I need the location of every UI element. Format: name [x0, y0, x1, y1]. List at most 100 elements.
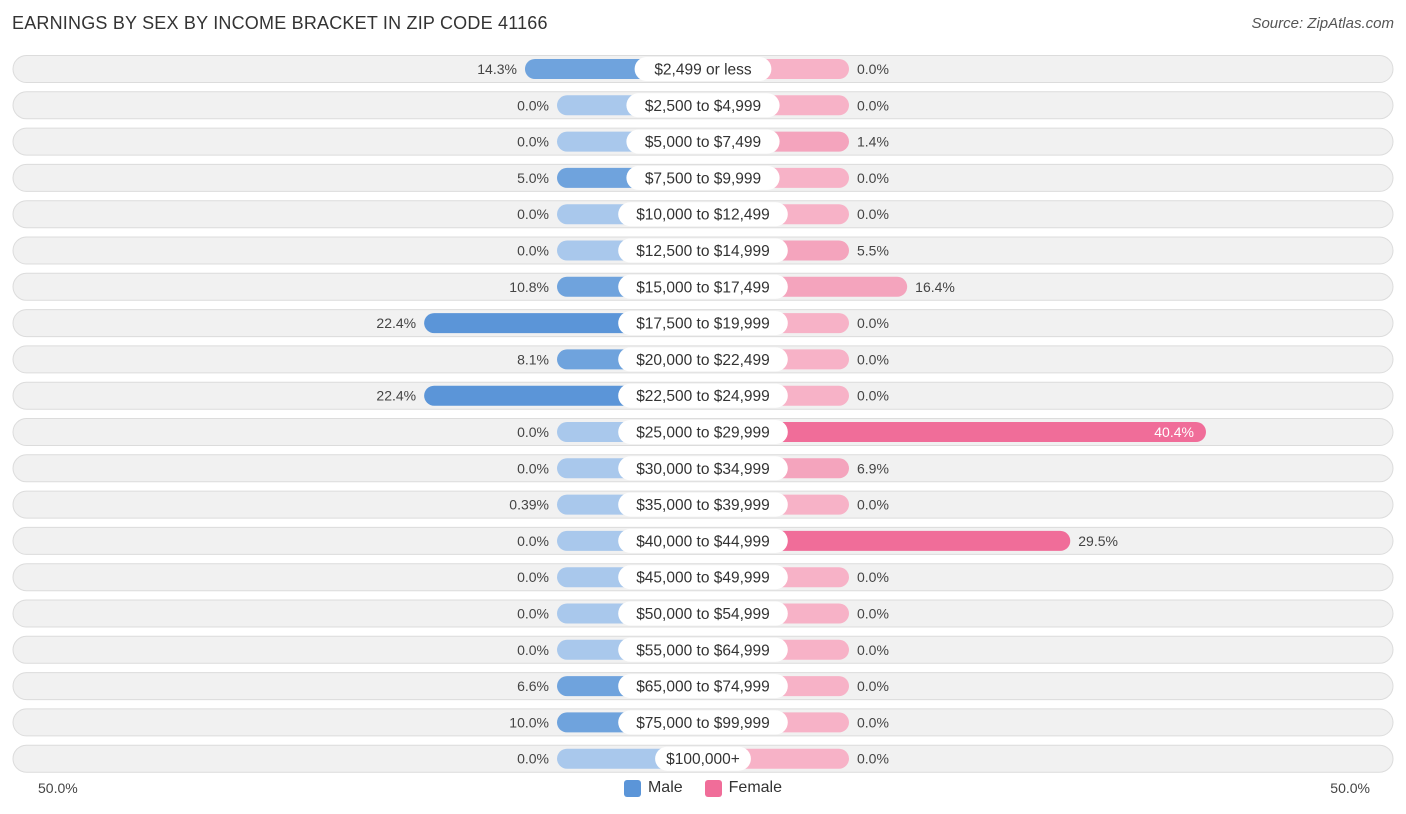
female-bar	[703, 530, 1071, 551]
male-value-label: 0.0%	[517, 533, 549, 549]
legend-item-female[interactable]: Female	[704, 779, 783, 797]
table-row: $75,000 to $99,999 10.0% 0.0%	[12, 708, 1394, 737]
category-label-background	[618, 238, 788, 263]
table-row: $2,499 or less 14.3% 0.0%	[12, 55, 1394, 83]
female-value-label: 40.4%	[1154, 424, 1194, 440]
table-row: $100,000+ 0.0% 0.0%	[12, 744, 1394, 773]
table-row: $5,000 to $7,499 0.0% 1.4%	[12, 127, 1394, 156]
male-value-label: 6.6%	[517, 678, 549, 694]
category-label-background	[618, 456, 788, 481]
category-label-background	[626, 165, 780, 190]
category-label: $75,000 to $99,999	[636, 715, 770, 732]
male-value-label: 0.0%	[517, 424, 549, 440]
female-value-label: 0.0%	[857, 497, 889, 513]
male-value-label: 0.0%	[517, 134, 549, 150]
chart-title: EARNINGS BY SEX BY INCOME BRACKET IN ZIP…	[12, 13, 548, 33]
male-value-label: 0.0%	[517, 751, 549, 767]
table-row: $25,000 to $29,999 0.0% 40.4%	[12, 418, 1394, 446]
male-value-label: 0.0%	[517, 460, 549, 476]
category-label: $25,000 to $29,999	[636, 425, 770, 442]
female-value-label: 0.0%	[857, 170, 889, 186]
legend-item-male[interactable]: Male	[623, 779, 683, 797]
category-label: $45,000 to $49,999	[636, 570, 770, 587]
category-label-background	[618, 528, 788, 553]
table-row: $12,500 to $14,999 0.0% 5.5%	[12, 236, 1394, 265]
category-label: $17,500 to $19,999	[636, 316, 770, 333]
female-value-label: 0.0%	[857, 606, 889, 622]
female-bar	[703, 422, 1206, 442]
category-label: $50,000 to $54,999	[636, 606, 770, 623]
category-label-background	[618, 347, 788, 372]
category-label: $30,000 to $34,999	[636, 461, 770, 478]
male-value-label: 0.0%	[517, 243, 549, 259]
category-label-background	[618, 637, 788, 662]
legend-label-male: Male	[647, 779, 683, 796]
category-label-background	[626, 129, 780, 154]
category-label: $20,000 to $22,499	[636, 352, 770, 369]
female-value-label: 16.4%	[915, 279, 955, 295]
category-label: $65,000 to $74,999	[636, 679, 770, 696]
male-value-label: 0.0%	[517, 206, 549, 222]
category-label-background	[618, 492, 788, 517]
female-value-label: 0.0%	[857, 642, 889, 658]
female-value-label: 0.0%	[857, 751, 889, 767]
male-value-label: 10.8%	[509, 279, 549, 295]
table-row: $15,000 to $17,499 10.8% 16.4%	[12, 272, 1394, 301]
category-label: $15,000 to $17,499	[636, 279, 770, 296]
category-label-background	[618, 274, 788, 299]
category-label-background	[618, 710, 788, 735]
female-value-label: 29.5%	[1078, 533, 1118, 549]
table-row: $10,000 to $12,499 0.0% 0.0%	[12, 200, 1394, 229]
table-row: $35,000 to $39,999 0.39% 0.0%	[12, 490, 1394, 519]
female-value-label: 0.0%	[857, 678, 889, 694]
category-label-background	[618, 383, 788, 408]
table-row: $22,500 to $24,999 22.4% 0.0%	[12, 381, 1394, 410]
female-value-label: 0.0%	[857, 315, 889, 331]
category-label: $12,500 to $14,999	[636, 243, 770, 260]
axis-left-label: 50.0%	[38, 780, 78, 796]
male-value-label: 0.0%	[517, 569, 549, 585]
male-value-label: 10.0%	[509, 714, 549, 730]
legend-swatch-female	[704, 779, 722, 797]
male-value-label: 0.0%	[517, 606, 549, 622]
female-value-label: 0.0%	[857, 206, 889, 222]
category-label: $2,499 or less	[654, 62, 752, 79]
category-label: $55,000 to $64,999	[636, 642, 770, 659]
legend-label-female: Female	[728, 779, 783, 796]
category-label-background	[618, 601, 788, 626]
category-label: $10,000 to $12,499	[636, 207, 770, 224]
category-label-background	[618, 202, 788, 227]
category-label: $2,500 to $4,999	[645, 98, 761, 115]
female-value-label: 0.0%	[857, 714, 889, 730]
category-label: $7,500 to $9,999	[645, 170, 761, 187]
category-label: $5,000 to $7,499	[645, 134, 761, 151]
category-label: $35,000 to $39,999	[636, 497, 770, 514]
female-value-label: 0.0%	[857, 351, 889, 367]
category-label-background	[618, 565, 788, 590]
table-row: $45,000 to $49,999 0.0% 0.0%	[12, 563, 1394, 592]
table-row: $30,000 to $34,999 0.0% 6.9%	[12, 454, 1394, 483]
male-value-label: 0.39%	[509, 497, 549, 513]
male-value-label: 5.0%	[517, 170, 549, 186]
male-value-label: 8.1%	[517, 351, 549, 367]
female-value-label: 0.0%	[857, 61, 889, 77]
male-value-label: 22.4%	[376, 388, 416, 404]
male-value-label: 14.3%	[477, 61, 517, 77]
category-label: $40,000 to $44,999	[636, 533, 770, 550]
male-value-label: 0.0%	[517, 97, 549, 113]
male-value-label: 0.0%	[517, 642, 549, 658]
axis-right-label: 50.0%	[1330, 780, 1370, 796]
female-value-label: 0.0%	[857, 388, 889, 404]
category-label-background	[655, 746, 751, 771]
table-row: $2,500 to $4,999 0.0% 0.0%	[12, 91, 1394, 120]
category-label: $100,000+	[666, 751, 740, 768]
table-row: $20,000 to $22,499 8.1% 0.0%	[12, 345, 1394, 374]
category-label: $22,500 to $24,999	[636, 388, 770, 405]
table-row: $55,000 to $64,999 0.0% 0.0%	[12, 635, 1394, 664]
category-label-background	[618, 420, 788, 444]
legend: Male Female	[0, 779, 1406, 797]
legend-swatch-male	[623, 779, 641, 797]
female-value-label: 1.4%	[857, 134, 889, 150]
female-value-label: 5.5%	[857, 243, 889, 259]
